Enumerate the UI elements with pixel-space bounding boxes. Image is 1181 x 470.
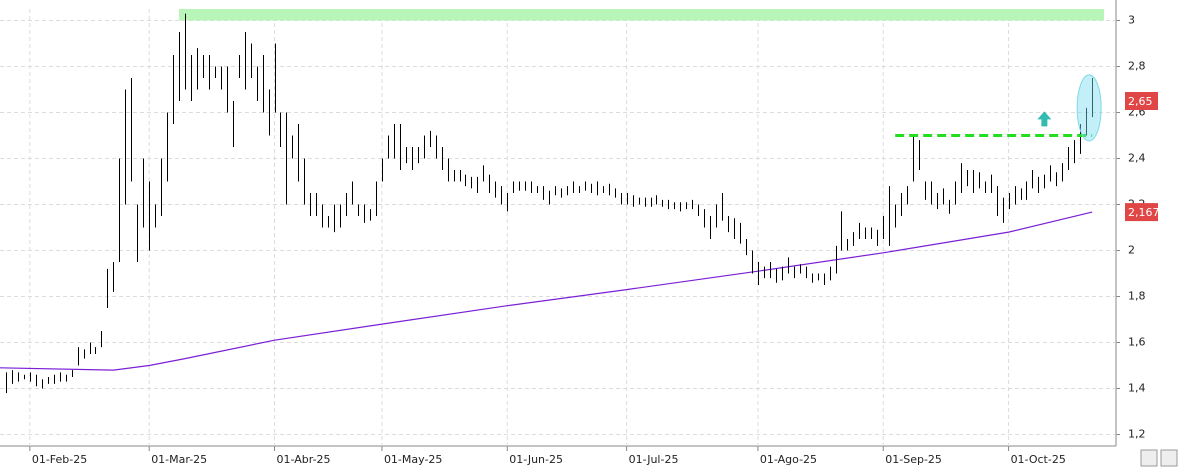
price-tag — [1125, 203, 1158, 222]
price-tag-label: 2,167 — [1128, 206, 1160, 219]
zoom-button[interactable] — [1140, 449, 1158, 467]
y-tick-label: 2,4 — [1128, 152, 1146, 165]
y-tick-label: 2,8 — [1128, 60, 1146, 73]
price-tag-label: 2,65 — [1128, 95, 1153, 108]
scroll-button[interactable] — [1160, 449, 1178, 467]
up-arrow — [1037, 111, 1052, 127]
y-tick-label: 3 — [1128, 14, 1135, 27]
x-tick-label: 01-Oct-25 — [1011, 453, 1066, 466]
x-tick-label: 01-Abr-25 — [277, 453, 331, 466]
y-tick-label: 1,2 — [1128, 428, 1146, 441]
price-tag — [1125, 92, 1158, 110]
x-tick-label: 01-May-25 — [384, 453, 442, 466]
x-tick-label: 01-Mar-25 — [151, 453, 207, 466]
corner-buttons[interactable] — [1140, 449, 1178, 467]
y-tick-label: 2 — [1128, 244, 1135, 257]
x-tick-label: 01-Sep-25 — [885, 453, 942, 466]
resistance-zone — [179, 9, 1105, 21]
y-tick-label: 1,8 — [1128, 290, 1146, 303]
x-tick-label: 01-Feb-25 — [32, 453, 87, 466]
highlight-ellipse — [1076, 74, 1102, 142]
x-tick-label: 01-Jul-25 — [629, 453, 679, 466]
x-tick-label: 01-Ago-25 — [760, 453, 817, 466]
y-tick-label: 1,4 — [1128, 382, 1146, 395]
y-tick-label: 1,6 — [1128, 336, 1146, 349]
moving-average-line — [0, 211, 1093, 371]
x-tick-label: 01-Jun-25 — [509, 453, 563, 466]
